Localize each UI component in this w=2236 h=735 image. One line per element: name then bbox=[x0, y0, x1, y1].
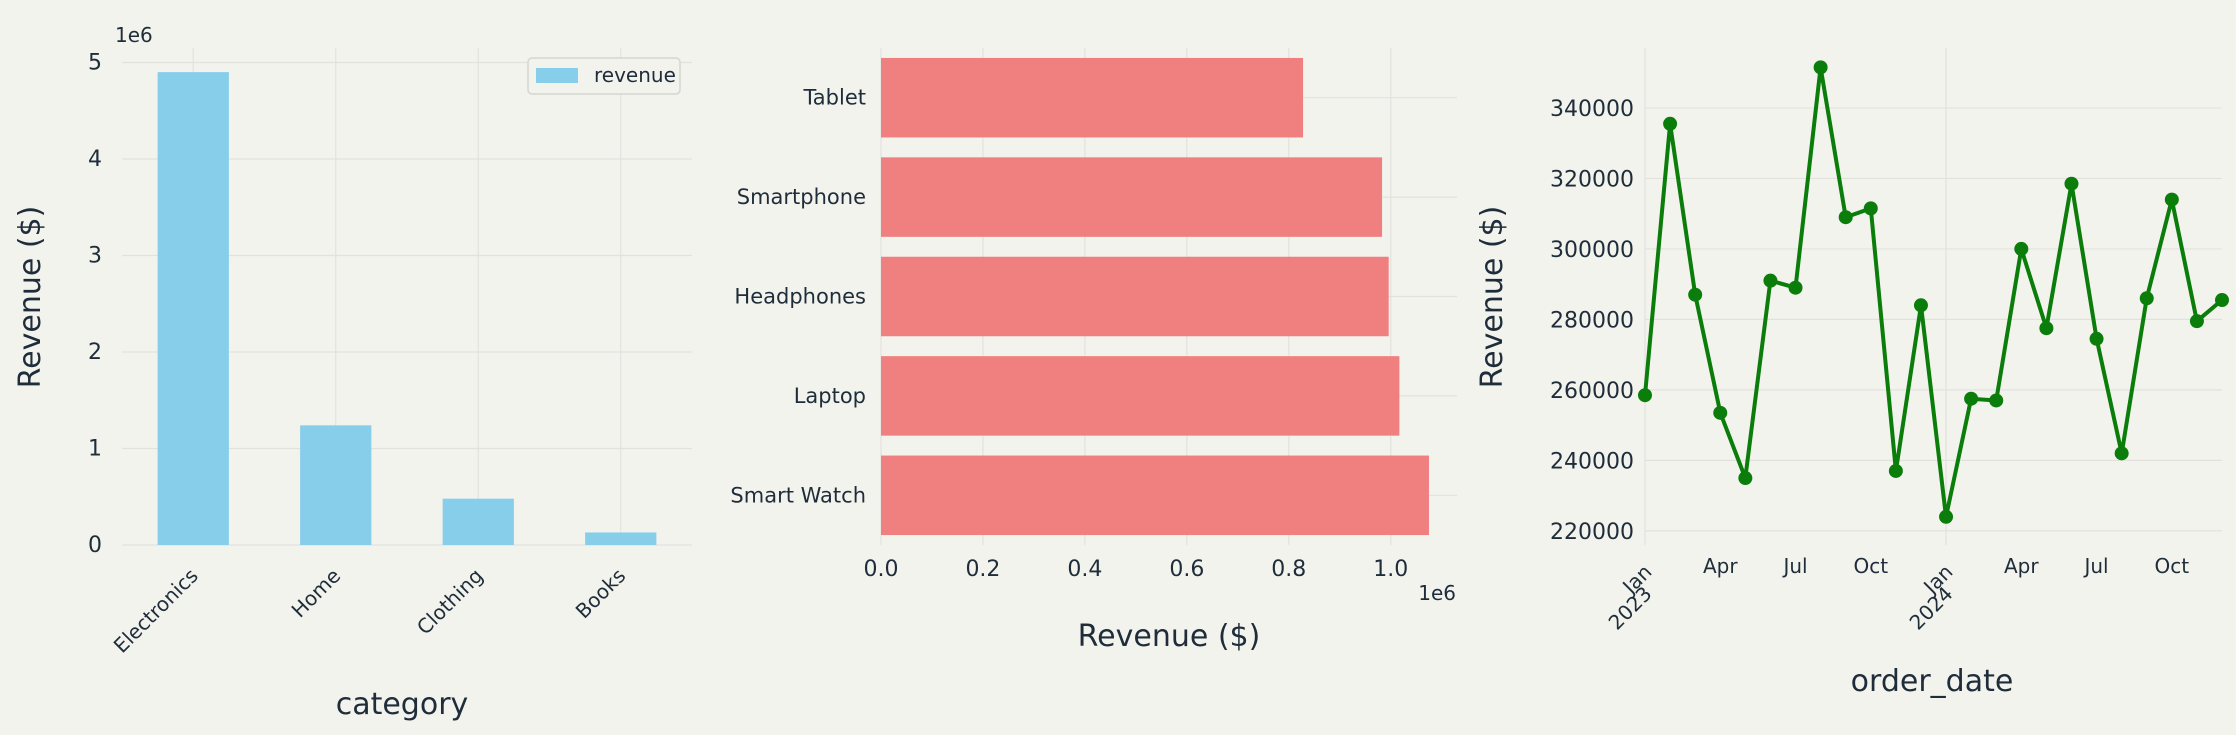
data-point-2023-04 bbox=[1713, 405, 1728, 420]
chart3-x-tick-label: Apr bbox=[2004, 554, 2039, 578]
chart2-x-axis-label: Revenue ($) bbox=[1078, 619, 1261, 654]
bar-books bbox=[585, 532, 657, 545]
data-point-2023-05 bbox=[1738, 471, 1753, 486]
chart1-legend: revenue bbox=[527, 57, 681, 95]
bar-tablet bbox=[881, 57, 1304, 138]
chart3-y-tick-label: 300000 bbox=[1550, 238, 1634, 263]
data-point-2024-11 bbox=[2189, 314, 2204, 329]
chart3-grid bbox=[1644, 48, 2222, 545]
chart2-x-tick-label: 1.0 bbox=[1373, 557, 1408, 582]
data-point-2024-09 bbox=[2139, 291, 2154, 306]
chart2-y-tick-label: Smart Watch bbox=[730, 483, 866, 507]
data-point-2023-03 bbox=[1688, 287, 1703, 302]
chart2-x-tick-label: 0.0 bbox=[864, 557, 899, 582]
chart2-y-tick-label: Tablet bbox=[802, 86, 866, 110]
data-point-2023-08 bbox=[1813, 60, 1828, 75]
product-revenue-barh-chart: 0.0 0.2 0.4 0.6 0.8 1.0 Smart Watch Laptop Headp… bbox=[730, 48, 1457, 654]
legend-label: revenue bbox=[594, 63, 676, 87]
chart1-bars bbox=[157, 72, 657, 545]
data-point-2023-07 bbox=[1788, 280, 1803, 295]
chart1-y-tick-label: 0 bbox=[88, 533, 102, 558]
data-point-2024-03 bbox=[1989, 393, 2004, 408]
bar-home bbox=[300, 425, 372, 545]
chart1-offset-text: 1e6 bbox=[115, 23, 153, 47]
chart3-y-tick-label: 220000 bbox=[1550, 520, 1634, 545]
data-point-2023-11 bbox=[1888, 463, 1903, 478]
chart3-x-tick-label: Jul bbox=[2082, 554, 2108, 578]
data-point-2024-01 bbox=[1939, 509, 1954, 524]
data-point-2024-08 bbox=[2114, 446, 2129, 461]
chart3-y-tick-label: 260000 bbox=[1550, 379, 1634, 404]
chart3-x-tick-label: Apr bbox=[1703, 554, 1738, 578]
chart2-x-tick-label: 0.6 bbox=[1169, 557, 1204, 582]
chart3-x-tick-label: Jul bbox=[1781, 554, 1807, 578]
legend-swatch bbox=[536, 68, 578, 83]
data-point-2024-07 bbox=[2089, 331, 2104, 346]
chart2-x-tick-label: 0.2 bbox=[965, 557, 1000, 582]
bar-smart-watch bbox=[881, 455, 1429, 536]
chart3-y-tick-label: 340000 bbox=[1550, 97, 1634, 122]
data-point-2023-09 bbox=[1838, 210, 1853, 225]
data-point-2024-04 bbox=[2014, 241, 2029, 256]
revenue-series-line bbox=[1643, 65, 2224, 519]
data-point-2024-06 bbox=[2064, 176, 2079, 191]
chart2-ticks: 0.0 0.2 0.4 0.6 0.8 1.0 Smart Watch Laptop Headp… bbox=[730, 86, 1408, 582]
chart1-y-axis-label: Revenue ($) bbox=[13, 206, 48, 389]
chart1-x-axis-label: category bbox=[336, 687, 469, 722]
chart3-x-tick-label: Oct bbox=[1853, 554, 1888, 578]
chart3-y-tick-label: 280000 bbox=[1550, 308, 1634, 333]
data-point-2023-06 bbox=[1763, 273, 1778, 288]
data-point-2023-02 bbox=[1663, 116, 1678, 131]
data-point-2024-05 bbox=[2039, 321, 2054, 336]
data-point-2023-12 bbox=[1913, 298, 1928, 313]
chart2-y-tick-label: Laptop bbox=[794, 384, 866, 408]
chart2-x-tick-label: 0.4 bbox=[1067, 557, 1102, 582]
chart3-y-tick-label: 240000 bbox=[1550, 449, 1634, 474]
data-point-2024-02 bbox=[1964, 391, 1979, 406]
bar-laptop bbox=[881, 356, 1400, 436]
chart2-bars bbox=[881, 57, 1429, 536]
chart1-y-tick-label: 2 bbox=[88, 340, 102, 365]
data-point-2024-12 bbox=[2215, 293, 2229, 308]
chart2-offset-text: 1e6 bbox=[1418, 581, 1456, 605]
legend-box bbox=[527, 57, 681, 95]
monthly-revenue-line-chart: 220000 240000 260000 280000 300000 320000 3400… bbox=[1475, 48, 2229, 699]
data-point-2023-10 bbox=[1863, 201, 1878, 216]
data-point-2024-10 bbox=[2164, 192, 2179, 207]
bar-electronics bbox=[157, 72, 229, 545]
chart2-y-tick-label: Headphones bbox=[734, 285, 866, 309]
chart3-x-axis-label: order_date bbox=[1851, 664, 2014, 699]
chart1-y-tick-label: 3 bbox=[88, 243, 102, 268]
chart3-x-tick-label: Oct bbox=[2155, 554, 2190, 578]
chart1-y-tick-label: 4 bbox=[88, 147, 102, 172]
chart2-x-tick-label: 0.8 bbox=[1271, 557, 1306, 582]
chart1-y-tick-label: 5 bbox=[88, 50, 102, 75]
chart1-y-tick-label: 1 bbox=[88, 436, 102, 461]
bar-smartphone bbox=[881, 157, 1383, 237]
bar-headphones bbox=[881, 256, 1389, 337]
chart2-y-tick-label: Smartphone bbox=[737, 185, 866, 209]
data-point-2023-01 bbox=[1638, 388, 1652, 403]
bar-clothing bbox=[442, 498, 514, 545]
chart3-line bbox=[1638, 60, 2229, 524]
chart3-y-tick-label: 320000 bbox=[1550, 167, 1634, 192]
chart3-y-axis-label: Revenue ($) bbox=[1475, 206, 1510, 389]
